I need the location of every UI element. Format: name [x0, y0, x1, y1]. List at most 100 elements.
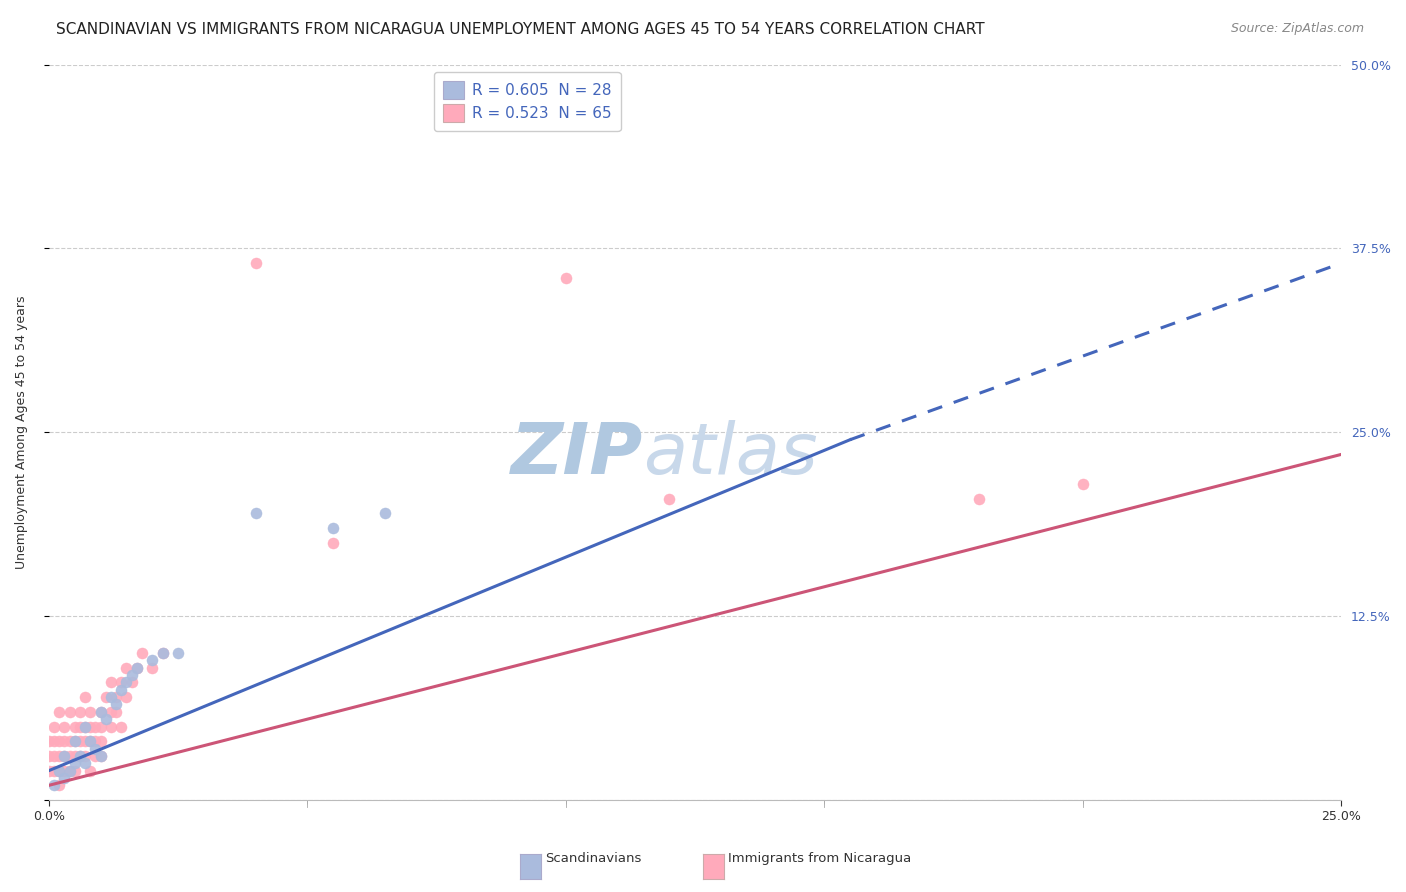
Point	[105, 705, 128, 719]
Point	[79, 734, 101, 748]
Point	[53, 734, 76, 748]
Point	[69, 748, 91, 763]
Point	[79, 764, 101, 778]
Point	[322, 521, 344, 535]
Point	[73, 748, 96, 763]
Point	[69, 719, 91, 733]
Point	[141, 661, 163, 675]
Point	[48, 705, 70, 719]
Point	[53, 771, 76, 785]
Point	[73, 719, 96, 733]
Point	[42, 748, 65, 763]
Point	[63, 764, 86, 778]
Point	[79, 705, 101, 719]
Point	[79, 734, 101, 748]
Point	[73, 690, 96, 705]
Point	[58, 764, 80, 778]
Point	[58, 734, 80, 748]
Point	[1071, 476, 1094, 491]
Point	[84, 741, 107, 756]
Point	[554, 271, 576, 285]
Point	[84, 734, 107, 748]
Point	[658, 491, 681, 506]
Point	[90, 734, 112, 748]
Point	[38, 748, 60, 763]
Point	[48, 764, 70, 778]
Point	[48, 748, 70, 763]
Text: ZIP: ZIP	[512, 420, 644, 489]
Point	[73, 734, 96, 748]
Legend: R = 0.605  N = 28, R = 0.523  N = 65: R = 0.605 N = 28, R = 0.523 N = 65	[433, 72, 620, 131]
Point	[53, 719, 76, 733]
Point	[131, 646, 153, 660]
Point	[53, 748, 76, 763]
Text: Source: ZipAtlas.com: Source: ZipAtlas.com	[1230, 22, 1364, 36]
Text: Scandinavians: Scandinavians	[546, 853, 643, 865]
Point	[42, 778, 65, 792]
Point	[69, 734, 91, 748]
Point	[38, 734, 60, 748]
Point	[90, 719, 112, 733]
Point	[90, 705, 112, 719]
Point	[48, 764, 70, 778]
Point	[245, 256, 267, 270]
Text: atlas: atlas	[644, 420, 818, 489]
Text: SCANDINAVIAN VS IMMIGRANTS FROM NICARAGUA UNEMPLOYMENT AMONG AGES 45 TO 54 YEARS: SCANDINAVIAN VS IMMIGRANTS FROM NICARAGU…	[56, 22, 984, 37]
Point	[58, 748, 80, 763]
Point	[125, 661, 148, 675]
Point	[53, 764, 76, 778]
Point	[58, 705, 80, 719]
Point	[84, 719, 107, 733]
Point	[141, 653, 163, 667]
Point	[90, 705, 112, 719]
Point	[42, 734, 65, 748]
Point	[100, 675, 122, 690]
Point	[63, 756, 86, 771]
Point	[63, 719, 86, 733]
Point	[73, 756, 96, 771]
Point	[115, 675, 138, 690]
Point	[90, 748, 112, 763]
Point	[38, 764, 60, 778]
Point	[100, 705, 122, 719]
Point	[100, 690, 122, 705]
Point	[84, 748, 107, 763]
Point	[322, 535, 344, 549]
Point	[152, 646, 174, 660]
Point	[121, 675, 143, 690]
Point	[69, 705, 91, 719]
Point	[73, 719, 96, 733]
Point	[42, 764, 65, 778]
Point	[48, 734, 70, 748]
Point	[115, 690, 138, 705]
Point	[374, 506, 396, 520]
Point	[105, 698, 128, 712]
Point	[48, 778, 70, 792]
Point	[167, 646, 190, 660]
Point	[42, 719, 65, 733]
Point	[63, 748, 86, 763]
Point	[63, 734, 86, 748]
Point	[125, 661, 148, 675]
Point	[110, 719, 132, 733]
Point	[152, 646, 174, 660]
Point	[94, 690, 117, 705]
Point	[90, 748, 112, 763]
Point	[94, 712, 117, 726]
Point	[245, 506, 267, 520]
Text: Immigrants from Nicaragua: Immigrants from Nicaragua	[728, 853, 911, 865]
Point	[58, 764, 80, 778]
Point	[69, 748, 91, 763]
Point	[115, 661, 138, 675]
Point	[969, 491, 991, 506]
Point	[105, 690, 128, 705]
Point	[53, 748, 76, 763]
Point	[100, 719, 122, 733]
Point	[110, 682, 132, 697]
Point	[63, 734, 86, 748]
Point	[554, 87, 576, 101]
Point	[110, 675, 132, 690]
Y-axis label: Unemployment Among Ages 45 to 54 years: Unemployment Among Ages 45 to 54 years	[15, 295, 28, 569]
Point	[121, 668, 143, 682]
Point	[79, 719, 101, 733]
